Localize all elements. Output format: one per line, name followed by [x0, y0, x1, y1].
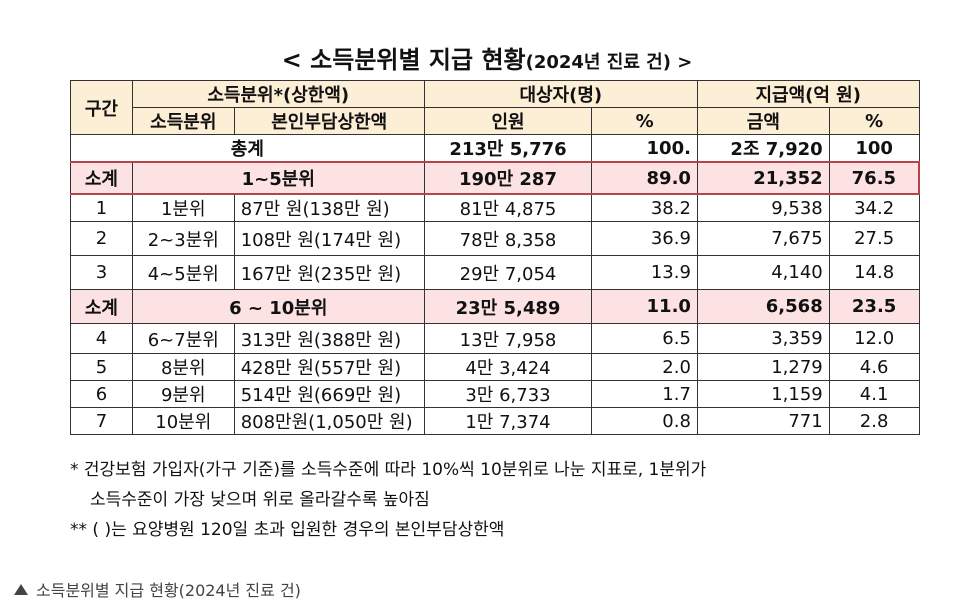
row-pct-people: 2.0: [591, 353, 698, 381]
total-people: 213만 5,776: [423, 134, 593, 163]
table-row: 4 6~7분위 313만 원(388만 원) 13만 7,958 6.5 3,3…: [70, 323, 920, 354]
image-caption: 소득분위별 지급 현황(2024년 진료 건): [14, 577, 301, 601]
row-money: 3,359: [696, 323, 830, 354]
row-cap: 87만 원(138만 원): [233, 193, 425, 222]
subtotal-people: 190만 287: [423, 161, 593, 195]
header-money: 금액: [696, 107, 830, 135]
row-quantile: 8분위: [131, 353, 235, 381]
footnotes: * 건강보험 가입자(가구 기준)를 소득수준에 따라 10%씩 10분위로 나…: [70, 455, 706, 545]
header-target-group: 대상자(명): [423, 80, 698, 108]
triangle-up-icon: [14, 584, 28, 595]
row-cap: 514만 원(669만 원): [233, 380, 425, 408]
row-cap: 428만 원(557만 원): [233, 353, 425, 381]
row-section: 1: [70, 193, 133, 222]
row-money: 9,538: [696, 193, 830, 222]
row-quantile: 4~5분위: [131, 255, 235, 290]
row-money: 1,279: [696, 353, 830, 381]
row-pct-money: 34.2: [828, 193, 920, 222]
row-money: 1,159: [696, 380, 830, 408]
title-main: < 소득분위별 지급 현황: [281, 46, 526, 74]
subtotal-label: 6 ~ 10분위: [131, 289, 425, 324]
row-pct-people: 38.2: [591, 193, 698, 222]
table-row: 3 4~5분위 167만 원(235만 원) 29만 7,054 13.9 4,…: [70, 255, 920, 290]
page-title: < 소득분위별 지급 현황(2024년 진료 건) >: [0, 40, 974, 75]
header-pct-people: %: [591, 107, 698, 135]
title-sub: (2024년 진료 건) >: [525, 52, 693, 73]
row-pct-people: 1.7: [591, 380, 698, 408]
header-pct-money: %: [828, 107, 920, 135]
subtotal-money: 6,568: [696, 289, 830, 324]
row-pct-people: 36.9: [591, 221, 698, 256]
subtotal-money: 21,352: [696, 161, 830, 195]
row-pct-people: 6.5: [591, 323, 698, 354]
row-section: 2: [70, 221, 133, 256]
subtotal-pct-money: 23.5: [828, 289, 920, 324]
total-pct-money: 100: [828, 134, 920, 163]
header-people: 인원: [423, 107, 593, 135]
row-money: 7,675: [696, 221, 830, 256]
row-pct-money: 27.5: [828, 221, 920, 256]
row-quantile: 6~7분위: [131, 323, 235, 354]
subtotal-label: 1~5분위: [131, 161, 425, 195]
row-pct-money: 4.6: [828, 353, 920, 381]
row-people: 29만 7,054: [423, 255, 593, 290]
caption-text: 소득분위별 지급 현황(2024년 진료 건): [36, 581, 301, 600]
header-row-1: 구간 소득분위*(상한액) 대상자(명) 지급액(억 원): [70, 80, 920, 135]
table-row: 7 10분위 808만원(1,050만 원) 1만 7,374 0.8 771 …: [70, 407, 920, 435]
subtotal-row-1: 소계 1~5분위 190만 287 89.0 21,352 76.5: [70, 161, 920, 195]
row-people: 3만 6,733: [423, 380, 593, 408]
table-row: 2 2~3분위 108만 원(174만 원) 78만 8,358 36.9 7,…: [70, 221, 920, 256]
row-section: 4: [70, 323, 133, 354]
subtotal-section: 소계: [70, 289, 133, 324]
row-pct-money: 12.0: [828, 323, 920, 354]
header-section: 구간: [70, 80, 133, 135]
header-income-group: 소득분위*(상한액): [131, 80, 425, 108]
row-cap: 108만 원(174만 원): [233, 221, 425, 256]
total-money: 2조 7,920: [696, 134, 830, 163]
header-cap: 본인부담상한액: [233, 107, 425, 135]
row-section: 3: [70, 255, 133, 290]
header-amount-group: 지급액(억 원): [696, 80, 920, 108]
total-label: 총계: [70, 134, 425, 163]
subtotal-row-2: 소계 6 ~ 10분위 23만 5,489 11.0 6,568 23.5: [70, 289, 920, 324]
row-pct-people: 0.8: [591, 407, 698, 435]
row-section: 5: [70, 353, 133, 381]
row-pct-people: 13.9: [591, 255, 698, 290]
row-people: 1만 7,374: [423, 407, 593, 435]
subtotal-pct-money: 76.5: [828, 161, 920, 195]
row-money: 4,140: [696, 255, 830, 290]
row-quantile: 9분위: [131, 380, 235, 408]
row-cap: 808만원(1,050만 원): [233, 407, 425, 435]
footnote-1-continued: 소득수준이 가장 낮으며 위로 올라갈수록 높아짐: [90, 490, 430, 510]
table-row: 6 9분위 514만 원(669만 원) 3만 6,733 1.7 1,159 …: [70, 380, 920, 408]
table-row: 1 1분위 87만 원(138만 원) 81만 4,875 38.2 9,538…: [70, 193, 920, 222]
subtotal-section: 소계: [70, 161, 133, 195]
table-row: 5 8분위 428만 원(557만 원) 4만 3,424 2.0 1,279 …: [70, 353, 920, 381]
row-section: 6: [70, 380, 133, 408]
footnote-2: ** ( )는 요양병원 120일 초과 입원한 경우의 본인부담상한액: [70, 520, 505, 540]
header-quantile: 소득분위: [131, 107, 235, 135]
row-people: 4만 3,424: [423, 353, 593, 381]
row-quantile: 1분위: [131, 193, 235, 222]
total-pct-people: 100.: [591, 134, 698, 163]
row-money: 771: [696, 407, 830, 435]
subtotal-people: 23만 5,489: [423, 289, 593, 324]
row-quantile: 10분위: [131, 407, 235, 435]
subtotal-pct-people: 11.0: [591, 289, 698, 324]
payment-table: 구간 소득분위*(상한액) 대상자(명) 지급액(억 원) 소득분위 본인부담상…: [70, 80, 920, 435]
row-cap: 313만 원(388만 원): [233, 323, 425, 354]
subtotal-pct-people: 89.0: [591, 161, 698, 195]
footnote-1: * 건강보험 가입자(가구 기준)를 소득수준에 따라 10%씩 10분위로 나…: [70, 460, 707, 480]
row-pct-money: 14.8: [828, 255, 920, 290]
row-cap: 167만 원(235만 원): [233, 255, 425, 290]
row-people: 13만 7,958: [423, 323, 593, 354]
header-row-2: 소득분위 본인부담상한액 인원 % 금액 %: [71, 107, 920, 135]
row-people: 81만 4,875: [423, 193, 593, 222]
row-people: 78만 8,358: [423, 221, 593, 256]
row-pct-money: 2.8: [828, 407, 920, 435]
row-section: 7: [70, 407, 133, 435]
row-pct-money: 4.1: [828, 380, 920, 408]
row-quantile: 2~3분위: [131, 221, 235, 256]
total-row: 총계 213만 5,776 100. 2조 7,920 100: [70, 134, 920, 163]
